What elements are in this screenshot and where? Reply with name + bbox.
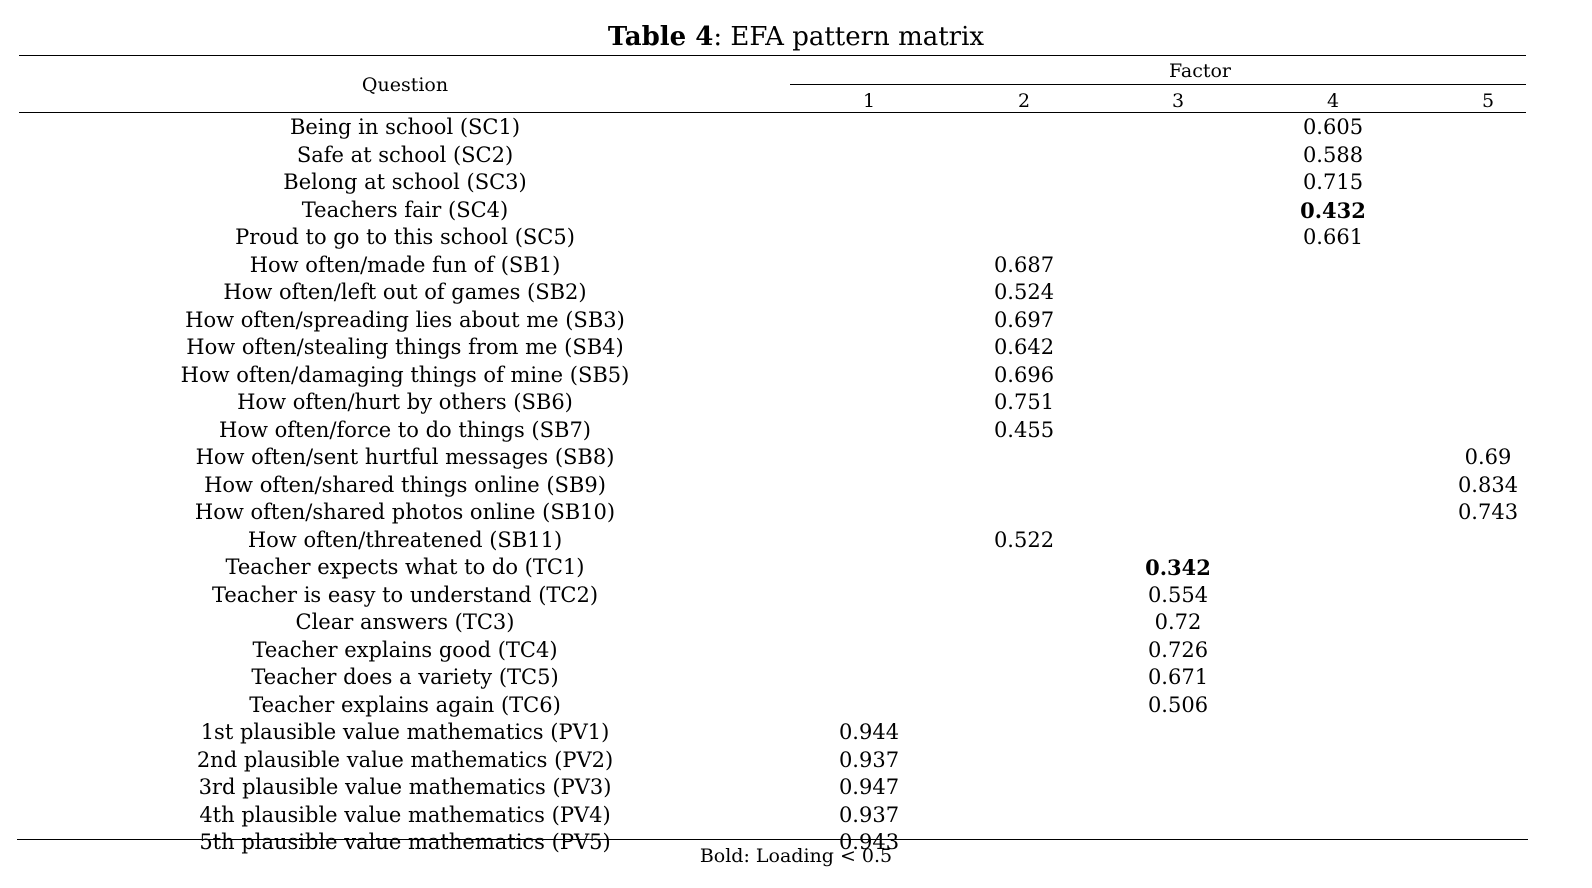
factor-number-header: 3 (1171, 90, 1185, 112)
loading-value-factor-4: 0.605 (1302, 115, 1364, 139)
question-cell: How often/hurt by others (SB6) (237, 390, 573, 414)
top-rule (19, 55, 1526, 56)
loading-value-factor-2: 0.697 (993, 307, 1055, 332)
question-cell: How often/threatened (SB11) (247, 527, 563, 552)
loading-value-factor-5: 0.69 (1464, 445, 1512, 469)
loading-value-factor-4: 0.715 (1302, 170, 1364, 194)
loading-value-factor-2: 0.696 (993, 362, 1055, 387)
loading-value-factor-4: 0.661 (1302, 225, 1364, 249)
question-cell: How often/damaging things of mine (SB5) (180, 362, 630, 387)
table-footnote: Bold: Loading < 0.5 (699, 845, 893, 867)
loading-value-factor-2: 0.524 (993, 280, 1055, 304)
question-cell: Teacher is easy to understand (TC2) (211, 582, 599, 607)
loading-value-factor-5: 0.834 (1457, 472, 1519, 497)
table-title-number: Table 4 (607, 22, 714, 52)
question-cell: 1st plausible value mathematics (PV1) (200, 720, 610, 744)
header-bottom-rule (19, 112, 1526, 113)
factor-number-header: 4 (1326, 90, 1340, 112)
loading-value-factor-2: 0.687 (993, 252, 1055, 277)
question-cell: Being in school (SC1) (289, 115, 521, 139)
question-cell: Teacher explains good (TC4) (252, 637, 558, 662)
loading-value-factor-3: 0.671 (1147, 665, 1209, 689)
loading-value-factor-1: 0.944 (838, 720, 900, 744)
question-cell: 4th plausible value mathematics (PV4) (199, 802, 611, 827)
loading-value-factor-2: 0.455 (993, 417, 1055, 442)
question-cell: How often/shared photos online (SB10) (194, 500, 616, 524)
question-cell: Clear answers (TC3) (295, 610, 515, 634)
question-cell: How often/stealing things from me (SB4) (186, 335, 624, 359)
factor-number-header: 5 (1481, 90, 1495, 112)
factor-subheader-rule (790, 84, 1526, 85)
question-cell: Teacher explains again (TC6) (249, 692, 561, 717)
loading-value-factor-5: 0.743 (1457, 500, 1519, 524)
question-cell: How often/left out of games (SB2) (223, 280, 587, 304)
question-cell: How often/made fun of (SB1) (249, 252, 561, 277)
question-column-header: Question (361, 74, 449, 96)
loading-value-factor-3: 0.72 (1154, 610, 1202, 634)
loading-value-factor-2: 0.522 (993, 527, 1055, 552)
loading-value-factor-3: 0.554 (1147, 582, 1209, 607)
loading-value-factor-3: 0.342 (1145, 555, 1211, 580)
loading-value-factor-2: 0.751 (993, 390, 1055, 414)
question-cell: 2nd plausible value mathematics (PV2) (196, 747, 614, 772)
question-cell: Teacher expects what to do (TC1) (225, 555, 585, 579)
question-cell: Safe at school (SC2) (296, 142, 514, 167)
question-cell: Belong at school (SC3) (283, 170, 527, 194)
question-cell: Proud to go to this school (SC5) (235, 225, 575, 249)
table-title: Table 4: EFA pattern matrix (0, 20, 1592, 54)
factor-column-header: Factor (1168, 60, 1232, 82)
question-cell: Teacher does a variety (TC5) (251, 665, 559, 689)
loading-value-factor-3: 0.726 (1147, 637, 1209, 662)
table-title-text: : EFA pattern matrix (713, 22, 985, 52)
factor-number-header: 1 (862, 90, 876, 112)
loading-value-factor-4: 0.432 (1300, 197, 1366, 223)
loading-value-factor-1: 0.943 (838, 830, 900, 854)
question-cell: How often/sent hurtful messages (SB8) (195, 445, 615, 469)
loading-value-factor-4: 0.588 (1302, 142, 1364, 167)
loading-value-factor-1: 0.937 (838, 802, 900, 827)
question-cell: Teachers fair (SC4) (301, 197, 509, 222)
question-cell: How often/spreading lies about me (SB3) (185, 307, 625, 332)
question-cell: How often/shared things online (SB9) (204, 472, 606, 497)
bottom-rule (17, 839, 1528, 840)
question-cell: 5th plausible value mathematics (PV5) (199, 830, 611, 854)
question-cell: 3rd plausible value mathematics (PV3) (198, 775, 612, 799)
question-cell: How often/force to do things (SB7) (219, 417, 591, 442)
loading-value-factor-1: 0.947 (838, 775, 900, 799)
loading-value-factor-3: 0.506 (1147, 692, 1209, 717)
loading-value-factor-1: 0.937 (838, 747, 900, 772)
factor-number-header: 2 (1017, 90, 1031, 112)
loading-value-factor-2: 0.642 (993, 335, 1055, 359)
